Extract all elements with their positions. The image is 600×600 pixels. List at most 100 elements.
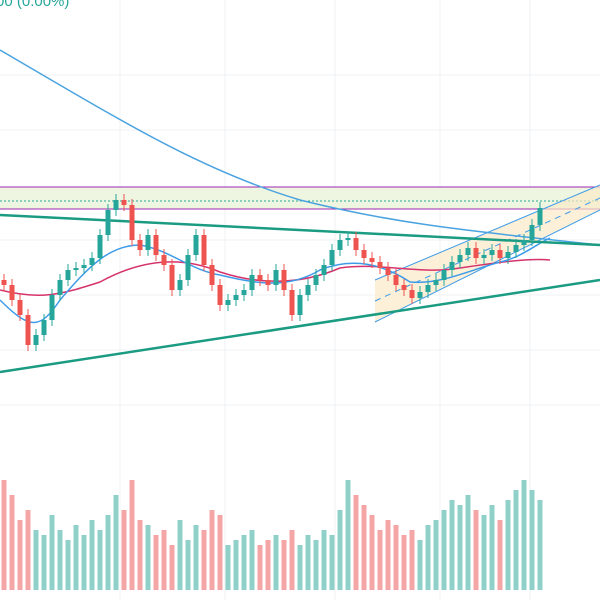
candle-body [9, 285, 15, 300]
candle-body [1, 280, 7, 285]
candle-body [225, 300, 231, 305]
volume-bar [353, 495, 359, 590]
volume-bar [377, 530, 383, 590]
volume-bar [161, 530, 167, 590]
candle-body [65, 270, 71, 280]
volume-bar [417, 540, 423, 590]
volume-bar [249, 530, 255, 590]
volume-bar [385, 520, 391, 590]
candle-body [169, 265, 175, 290]
volume-bar [257, 545, 263, 590]
candle-body [273, 270, 279, 285]
volume-bar [473, 510, 479, 590]
candle-body [417, 292, 423, 298]
candle-body [441, 270, 447, 280]
candle-body [521, 240, 527, 245]
candle-body [137, 240, 143, 250]
candle-body [305, 285, 311, 295]
volume-bar [49, 515, 55, 590]
volume-bar [409, 530, 415, 590]
trend-line [0, 278, 600, 374]
candle-body [185, 255, 191, 280]
candle-body [425, 285, 431, 292]
candle-body [449, 262, 455, 270]
candle-body [17, 300, 23, 315]
candle-body [313, 275, 319, 285]
volume-bar [153, 535, 159, 590]
candle-body [217, 285, 223, 305]
volume-bar [81, 535, 87, 590]
candle-body [105, 210, 111, 235]
change-label: 00 (0.00%) [0, 0, 69, 10]
volume-bar [113, 495, 119, 590]
volume-bar [73, 525, 79, 590]
volume-bar [177, 520, 183, 590]
volume-bar [185, 540, 191, 590]
volume-bar [193, 525, 199, 590]
volume-bar [505, 500, 511, 590]
candle-body [433, 280, 439, 285]
candle-body [33, 335, 39, 345]
candle-body [345, 238, 351, 240]
candle-body [473, 248, 479, 258]
candle-body [385, 268, 391, 275]
zone [0, 187, 600, 209]
volume-bar [481, 515, 487, 590]
candle-body [177, 280, 183, 290]
candle-body [393, 275, 399, 285]
candle-body [209, 265, 215, 285]
volume-bar [321, 530, 327, 590]
volume-bar [169, 545, 175, 590]
volume-bar [33, 530, 39, 590]
volume-bar [433, 520, 439, 590]
candle-body [537, 208, 543, 225]
volume-bar [225, 545, 231, 590]
volume-bar [97, 530, 103, 590]
volume-bar [297, 545, 303, 590]
candle-body [465, 248, 471, 255]
volume-bar [57, 530, 63, 590]
candle-body [409, 290, 415, 298]
candle-body [161, 255, 167, 265]
candle-body [113, 200, 119, 210]
volume-bar [121, 510, 127, 590]
candle-body [497, 250, 503, 258]
volume-bar [521, 480, 527, 590]
volume-bar [41, 535, 47, 590]
volume-bar [345, 480, 351, 590]
candle-body [249, 275, 255, 290]
volume-bar [65, 540, 71, 590]
volume-bar [273, 535, 279, 590]
volume-bar [1, 480, 7, 590]
volume-bar [313, 540, 319, 590]
volume-bar [217, 515, 223, 590]
volume-bar [25, 510, 31, 590]
volume-bar [401, 535, 407, 590]
volume-bar [369, 515, 375, 590]
candle-body [321, 265, 327, 275]
volume-bar [465, 495, 471, 590]
candle-body [145, 235, 151, 250]
candle-body [73, 268, 79, 270]
volume-bar [137, 520, 143, 590]
trend-line [0, 213, 600, 247]
volume-bar [265, 540, 271, 590]
candle-body [241, 290, 247, 295]
volume-bar [449, 500, 455, 590]
candle-body [361, 250, 367, 258]
volume-bar [441, 510, 447, 590]
candle-body [233, 295, 239, 300]
candle-body [481, 255, 487, 258]
volume-bar [209, 510, 215, 590]
volume-bar [425, 525, 431, 590]
candle-body [121, 200, 127, 205]
volume-bar [305, 535, 311, 590]
candle-body [81, 265, 87, 268]
volume-bar [489, 505, 495, 590]
candle-body [97, 235, 103, 258]
volume-bar [537, 500, 543, 590]
candle-body [457, 255, 463, 262]
volume-bar [289, 530, 295, 590]
volume-bar [105, 515, 111, 590]
